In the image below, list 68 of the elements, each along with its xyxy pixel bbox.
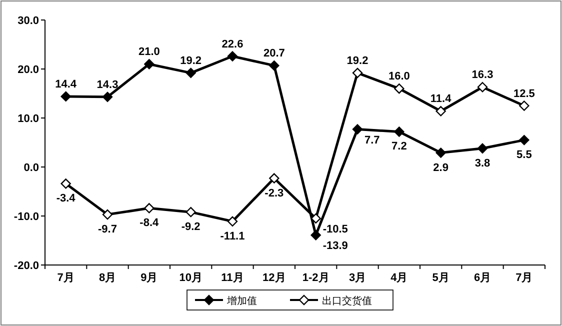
data-label: -13.9	[322, 240, 348, 252]
point	[186, 68, 196, 78]
point	[519, 100, 530, 111]
x-tick-label: 3月	[348, 272, 366, 284]
data-label: -10.5	[322, 223, 348, 236]
point	[227, 216, 238, 226]
data-label: 11.4	[430, 93, 452, 106]
point	[477, 143, 488, 154]
point	[60, 178, 71, 189]
legend-label: 出口交货值	[322, 295, 372, 307]
x-tick-label: 1-2月	[302, 272, 330, 284]
point	[186, 206, 196, 218]
data-label: -11.1	[220, 230, 245, 242]
point	[144, 203, 154, 214]
data-label: 7.7	[364, 134, 380, 146]
point	[144, 59, 154, 70]
data-label: -3.4	[56, 192, 76, 205]
data-label: 14.3	[96, 78, 118, 91]
point	[310, 230, 321, 240]
point	[227, 51, 238, 62]
data-label: 12.5	[513, 88, 535, 100]
data-label: -8.4	[140, 217, 160, 230]
y-tick-label: 20.0	[18, 64, 39, 76]
x-tick-label: 5月	[432, 272, 450, 284]
data-label: -2.3	[264, 187, 284, 200]
x-tick-label: 12月	[262, 272, 286, 284]
data-label: -9.2	[181, 221, 200, 234]
x-tick-label: 11月	[221, 272, 244, 284]
point	[60, 91, 71, 102]
data-label: 7.2	[392, 140, 407, 153]
data-label: 16.0	[388, 70, 410, 83]
point	[102, 92, 113, 102]
point	[352, 124, 363, 134]
y-tick-label: 0.0	[24, 162, 39, 174]
y-tick-label: -20.0	[14, 260, 39, 272]
data-label: 22.6	[222, 38, 244, 50]
x-tick-label: 6月	[474, 272, 492, 284]
y-tick-label: 10.0	[18, 113, 39, 125]
x-tick-label: 8月	[98, 272, 116, 284]
point	[102, 209, 113, 220]
data-label: 21.0	[138, 46, 160, 58]
data-label: 19.2	[346, 54, 368, 67]
data-label: 3.8	[474, 157, 490, 170]
x-tick-label: 7月	[516, 272, 533, 284]
data-label: 14.4	[55, 78, 78, 90]
data-label: 19.2	[180, 54, 202, 67]
point	[394, 126, 404, 137]
x-tick-label: 10月	[179, 272, 202, 284]
point	[477, 82, 488, 92]
data-label: 5.5	[516, 149, 532, 162]
point	[310, 213, 321, 224]
legend-label: 增加值	[226, 295, 257, 307]
point	[269, 60, 280, 71]
point	[436, 106, 446, 116]
y-tick-label: -10.0	[14, 211, 39, 223]
point	[436, 148, 446, 158]
point	[269, 173, 280, 184]
x-tick-label: 9月	[140, 272, 158, 284]
point	[519, 134, 530, 146]
point	[394, 84, 404, 94]
data-label: -9.7	[98, 224, 117, 236]
x-tick-label: 4月	[390, 272, 408, 284]
data-label: 20.7	[263, 48, 285, 60]
data-label: 2.9	[433, 162, 448, 174]
y-tick-label: 30.0	[18, 15, 39, 27]
data-label: 16.3	[472, 69, 494, 82]
point	[352, 68, 363, 78]
x-tick-label: 7月	[57, 272, 74, 284]
